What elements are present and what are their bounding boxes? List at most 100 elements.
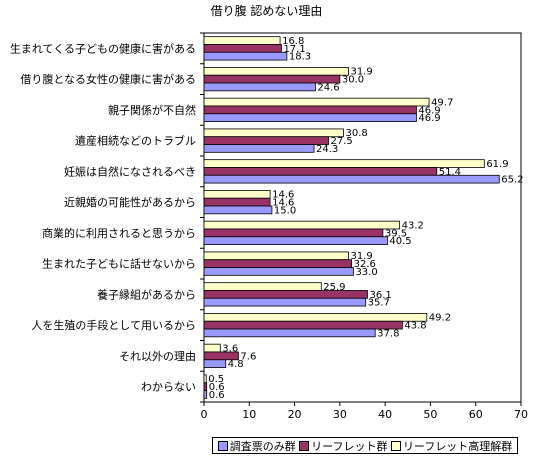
bar <box>203 297 367 307</box>
bar <box>203 251 349 261</box>
category-label: 親子関係が不自然 <box>108 103 196 117</box>
data-label: 7.6 <box>240 351 256 362</box>
bar <box>203 51 288 61</box>
data-label: 49.2 <box>429 313 451 324</box>
x-tick-label: 60 <box>469 408 483 421</box>
x-tick-label: 20 <box>288 408 302 421</box>
data-label: 0.6 <box>209 390 225 401</box>
bar <box>203 382 208 391</box>
legend-swatch <box>390 440 401 451</box>
bar <box>203 105 417 115</box>
legend: 調査票のみ群 リーフレット群 リーフレット高理解群 <box>212 437 518 454</box>
category-label: 生まれてくる子どもの健康に害がある <box>10 41 196 55</box>
bar <box>203 328 376 338</box>
x-tick-label: 0 <box>201 408 208 421</box>
bar <box>203 136 329 145</box>
bar <box>203 359 227 368</box>
legend-swatch <box>299 440 310 451</box>
bar <box>203 144 315 153</box>
data-label: 4.8 <box>228 359 244 370</box>
data-label: 35.7 <box>368 298 390 309</box>
bar <box>203 313 428 322</box>
category-label: 近親婚の可能性があるから <box>64 195 196 209</box>
data-label: 51.4 <box>439 167 461 178</box>
data-label: 31.9 <box>350 67 372 78</box>
bar <box>203 320 403 330</box>
data-label: 17.1 <box>283 44 305 55</box>
bar <box>203 36 281 45</box>
x-tick-label: 10 <box>242 408 256 421</box>
category-label: 養子縁組があるから <box>97 287 196 301</box>
bar <box>203 205 273 215</box>
data-label: 43.8 <box>404 321 426 332</box>
bar <box>203 174 500 184</box>
x-tick-label: 50 <box>423 408 437 421</box>
category-label: それ以外の理由 <box>119 349 196 363</box>
data-label: 43.2 <box>402 220 424 231</box>
data-label: 0.6 <box>209 382 225 393</box>
data-label: 14.6 <box>272 198 294 209</box>
data-label: 32.6 <box>354 259 376 270</box>
data-label: 24.3 <box>316 144 338 155</box>
data-label: 24.6 <box>317 82 339 93</box>
legend-item: 調査票のみ群 <box>217 438 296 454</box>
bar <box>203 167 438 176</box>
legend-label: リーフレット群 <box>311 439 388 453</box>
data-label: 25.9 <box>323 282 345 293</box>
bar <box>203 190 271 199</box>
category-label: 商業的に利用されると思うから <box>42 226 196 240</box>
data-label: 65.2 <box>501 175 523 186</box>
data-label: 36.1 <box>369 290 391 301</box>
bar <box>203 390 208 399</box>
legend-item: リーフレット高理解群 <box>390 438 513 454</box>
x-tick-label: 40 <box>378 408 392 421</box>
bar <box>203 343 221 353</box>
data-label: 49.7 <box>431 97 453 108</box>
data-label: 33.0 <box>355 267 377 278</box>
data-label: 27.5 <box>331 136 353 147</box>
category-label: 妊娠は自然になされるべき <box>64 164 196 178</box>
category-label: 遺産相続などのトラブル <box>75 134 196 148</box>
bar <box>203 290 368 299</box>
bar <box>203 44 282 53</box>
bar <box>203 67 349 76</box>
legend-label: 調査票のみ群 <box>229 439 296 453</box>
bar <box>203 82 316 92</box>
bar <box>203 197 271 207</box>
data-label: 0.5 <box>208 374 224 385</box>
bar <box>203 113 417 122</box>
data-label: 40.5 <box>389 236 411 247</box>
category-label: 生まれた子どもに話せないから <box>42 257 196 271</box>
data-label: 61.9 <box>486 159 508 170</box>
plot-area <box>203 32 522 403</box>
bar <box>203 236 388 245</box>
bar <box>203 128 344 138</box>
x-tick-label: 30 <box>333 408 347 421</box>
bar <box>203 259 353 268</box>
data-label: 31.9 <box>350 251 372 262</box>
bar <box>203 267 354 276</box>
legend-label: リーフレット高理解群 <box>402 439 513 453</box>
data-label: 18.3 <box>289 52 311 63</box>
chart-title: 借り腹 認めない理由 <box>210 4 323 18</box>
data-label: 14.6 <box>272 190 294 201</box>
category-label: 借り腹となる女性の健康に害がある <box>20 72 196 86</box>
data-label: 46.9 <box>418 113 440 124</box>
data-label: 39.5 <box>385 228 407 239</box>
bar <box>203 97 430 107</box>
data-label: 46.9 <box>418 105 440 116</box>
data-label: 30.0 <box>342 75 364 86</box>
category-label: わからない <box>141 381 196 394</box>
bar <box>203 228 384 238</box>
bar <box>203 282 322 291</box>
legend-swatch <box>217 440 228 451</box>
legend-item: リーフレット群 <box>299 438 388 454</box>
data-label: 37.8 <box>377 328 399 339</box>
bar <box>203 374 207 384</box>
data-label: 3.6 <box>222 343 238 354</box>
data-label: 30.8 <box>345 128 367 139</box>
x-tick-label: 70 <box>514 408 528 421</box>
bar <box>203 220 401 230</box>
data-label: 15.0 <box>274 205 296 216</box>
